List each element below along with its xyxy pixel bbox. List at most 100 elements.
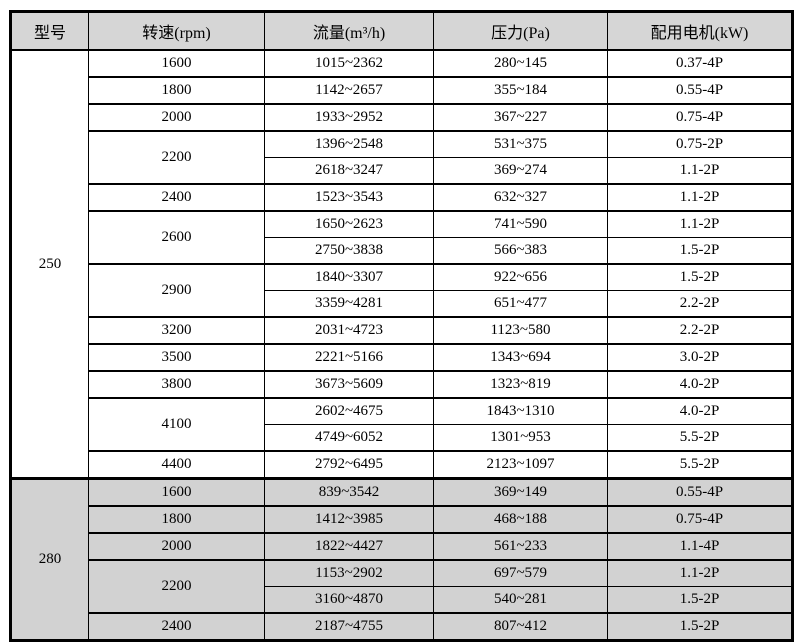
flow-cell: 2031~4723: [264, 316, 434, 345]
pressure-cell: 355~184: [433, 76, 608, 105]
table-row: 2600 1650~2623 741~590 1.1-2P: [11, 210, 793, 265]
motor-cell: 4.0-2P: [607, 370, 793, 399]
speed-cell: 2600: [88, 210, 265, 265]
speed-cell: 1600: [88, 477, 265, 507]
motor-cell: 2.2-2P: [607, 290, 793, 318]
table-row: 250 1600 1015~2362 280~145 0.37-4P: [10, 49, 793, 479]
pressure-cell: 1123~580: [433, 316, 608, 345]
motor-cell: 1.5-2P: [607, 263, 793, 291]
pressure-cell: 367~227: [433, 103, 608, 132]
speed-cell: 2200: [88, 130, 265, 185]
table-row: 1800 1142~2657 355~184 0.55-4P: [11, 76, 793, 105]
table-row: 2400 2187~4755 807~412 1.5-2P: [11, 612, 793, 641]
flow-cell: 1153~2902: [264, 559, 434, 587]
pressure-cell: 651~477: [433, 290, 608, 318]
pressure-cell: 468~188: [433, 505, 608, 534]
motor-cell: 0.75-2P: [607, 130, 793, 158]
pressure-cell: 807~412: [433, 612, 608, 641]
motor-cell: 0.75-4P: [607, 103, 793, 132]
flow-cell: 3673~5609: [264, 370, 434, 399]
flow-cell: 2602~4675: [264, 397, 434, 425]
motor-cell: 0.37-4P: [607, 49, 793, 78]
motor-cell: 0.55-4P: [607, 76, 793, 105]
table-row: 4400 2792~6495 2123~1097 5.5-2P: [11, 450, 793, 479]
table-row: 3160~4870 540~281 1.5-2P: [11, 586, 793, 614]
table-row: 3500 2221~5166 1343~694 3.0-2P: [11, 343, 793, 372]
pressure-cell: 566~383: [433, 237, 608, 265]
speed-cell: 2000: [88, 103, 265, 132]
speed-cell: 4100: [88, 397, 265, 452]
table-row: 3200 2031~4723 1123~580 2.2-2P: [11, 316, 793, 345]
table-row: 2618~3247 369~274 1.1-2P: [11, 157, 793, 185]
header-row: 型号 转速(rpm) 流量(m³/h) 压力(Pa) 配用电机(kW): [10, 11, 793, 51]
speed-cell: 1800: [88, 76, 265, 105]
motor-cell: 5.5-2P: [607, 424, 793, 452]
flow-cell: 1142~2657: [264, 76, 434, 105]
table-header: 型号 转速(rpm) 流量(m³/h) 压力(Pa) 配用电机(kW): [10, 11, 793, 51]
motor-cell: 1.1-2P: [607, 157, 793, 185]
pressure-cell: 697~579: [433, 559, 608, 587]
table-row: 2400 1523~3543 632~327 1.1-2P: [11, 183, 793, 212]
flow-cell: 3160~4870: [264, 586, 434, 614]
table-row: 3800 3673~5609 1323~819 4.0-2P: [11, 370, 793, 399]
motor-cell: 4.0-2P: [607, 397, 793, 425]
pressure-cell: 1301~953: [433, 424, 608, 452]
flow-cell: 2187~4755: [264, 612, 434, 641]
table-row: 2200 1396~2548 531~375 0.75-2P: [11, 130, 793, 185]
flow-cell: 2750~3838: [264, 237, 434, 265]
pressure-cell: 741~590: [433, 210, 608, 238]
speed-cell: 2400: [88, 183, 265, 212]
flow-cell: 2792~6495: [264, 450, 434, 479]
flow-cell: 1650~2623: [264, 210, 434, 238]
motor-cell: 1.5-2P: [607, 612, 793, 641]
flow-cell: 1840~3307: [264, 263, 434, 291]
speed-cell: 4400: [88, 450, 265, 479]
flow-cell: 1396~2548: [264, 130, 434, 158]
column-header-flow: 流量(m³/h): [264, 11, 434, 51]
motor-cell: 0.55-4P: [607, 477, 793, 507]
motor-cell: 1.1-2P: [607, 210, 793, 238]
speed-cell: 3800: [88, 370, 265, 399]
table-row: 2900 1840~3307 922~656 1.5-2P: [11, 263, 793, 318]
pressure-cell: 1843~1310: [433, 397, 608, 425]
pressure-cell: 922~656: [433, 263, 608, 291]
pressure-cell: 531~375: [433, 130, 608, 158]
speed-cell: 2900: [88, 263, 265, 318]
motor-cell: 2.2-2P: [607, 316, 793, 345]
speed-cell: 3500: [88, 343, 265, 372]
motor-cell: 3.0-2P: [607, 343, 793, 372]
flow-cell: 2618~3247: [264, 157, 434, 185]
flow-cell: 1523~3543: [264, 183, 434, 212]
table-row: 1800 1412~3985 468~188 0.75-4P: [11, 505, 793, 534]
flow-cell: 1412~3985: [264, 505, 434, 534]
pressure-cell: 561~233: [433, 532, 608, 561]
pressure-cell: 369~149: [433, 477, 608, 507]
column-header-pressure: 压力(Pa): [433, 11, 608, 51]
table-row: 3359~4281 651~477 2.2-2P: [11, 290, 793, 318]
table-row: 2200 1153~2902 697~579 1.1-2P: [11, 559, 793, 614]
fan-spec-table: 型号 转速(rpm) 流量(m³/h) 压力(Pa) 配用电机(kW) 250 …: [9, 10, 794, 642]
table-row: 4749~6052 1301~953 5.5-2P: [11, 424, 793, 452]
motor-cell: 1.5-2P: [607, 586, 793, 614]
motor-cell: 1.1-4P: [607, 532, 793, 561]
table-row: 4100 2602~4675 1843~1310 4.0-2P: [11, 397, 793, 452]
speed-cell: 2200: [88, 559, 265, 614]
motor-cell: 5.5-2P: [607, 450, 793, 479]
pressure-cell: 632~327: [433, 183, 608, 212]
page: 型号 转速(rpm) 流量(m³/h) 压力(Pa) 配用电机(kW) 250 …: [9, 10, 794, 642]
pressure-cell: 1343~694: [433, 343, 608, 372]
flow-cell: 1822~4427: [264, 532, 434, 561]
table-row: 2750~3838 566~383 1.5-2P: [11, 237, 793, 265]
speed-cell: 3200: [88, 316, 265, 345]
flow-cell: 1933~2952: [264, 103, 434, 132]
flow-cell: 4749~6052: [264, 424, 434, 452]
flow-cell: 3359~4281: [264, 290, 434, 318]
table-body: 250 1600 1015~2362 280~145 0.37-4P 1800 …: [10, 49, 793, 641]
column-header-model: 型号: [10, 11, 89, 51]
pressure-cell: 2123~1097: [433, 450, 608, 479]
speed-cell: 2400: [88, 612, 265, 641]
pressure-cell: 1323~819: [433, 370, 608, 399]
motor-cell: 0.75-4P: [607, 505, 793, 534]
table-row: 2000 1933~2952 367~227 0.75-4P: [11, 103, 793, 132]
pressure-cell: 280~145: [433, 49, 608, 78]
